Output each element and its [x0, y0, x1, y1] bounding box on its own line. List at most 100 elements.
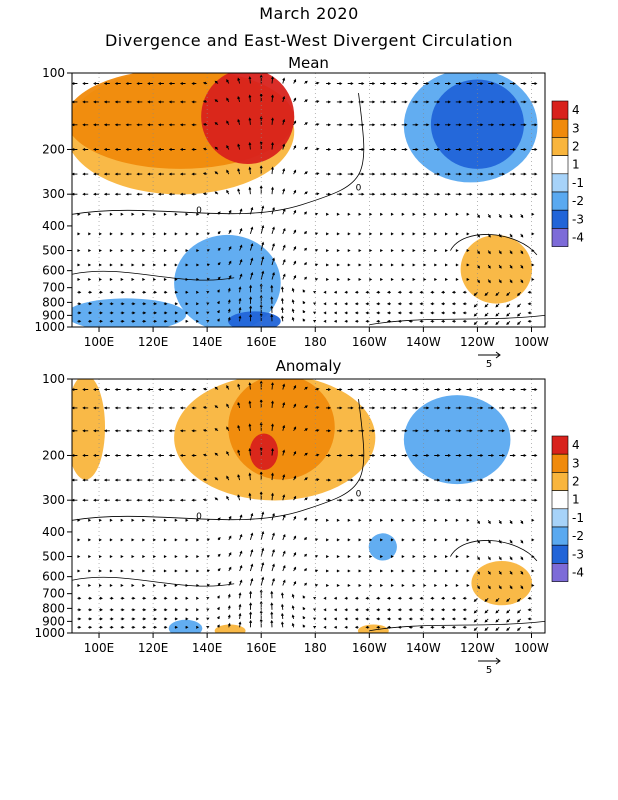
wind-vector: [302, 318, 306, 322]
wind-vector: [153, 311, 157, 315]
wind-vector: [466, 518, 470, 522]
wind-vector: [271, 472, 274, 481]
wind-vector: [466, 82, 473, 85]
wind-vector: [271, 186, 274, 195]
wind-vector: [147, 388, 154, 391]
wind-vector: [487, 250, 491, 255]
wind-vector: [473, 609, 478, 614]
wind-vector: [369, 388, 376, 391]
shaded-region: [72, 379, 106, 480]
wind-vector: [109, 617, 114, 621]
wind-vector: [131, 212, 135, 216]
wind-vector: [88, 608, 93, 612]
wind-vector: [248, 186, 252, 195]
wind-vector: [390, 406, 397, 410]
wind-vector: [520, 406, 527, 410]
wind-vector: [98, 278, 102, 281]
wind-vector: [487, 520, 491, 525]
wind-vector: [499, 429, 506, 433]
wind-vector: [390, 518, 394, 522]
wind-vector: [114, 454, 121, 457]
wind-vector: [466, 584, 470, 587]
wind-vector: [315, 192, 320, 196]
wind-vector: [531, 123, 538, 127]
wind-vector: [365, 608, 370, 612]
wind-vector: [477, 388, 484, 391]
wind-vector: [451, 319, 456, 323]
wind-vector: [423, 100, 430, 104]
wind-vector: [473, 291, 478, 296]
wind-vector: [390, 584, 394, 587]
wind-vector: [191, 100, 197, 104]
wind-vector: [401, 278, 405, 281]
wind-vector: [282, 550, 286, 557]
wind-vector: [302, 309, 306, 314]
wind-vector: [109, 584, 113, 587]
wind-vector: [179, 388, 186, 391]
wind-vector: [531, 388, 538, 391]
wind-vector: [408, 290, 413, 294]
wind-vector: [401, 100, 408, 104]
wind-vector: [248, 423, 252, 431]
wind-vector: [109, 232, 113, 236]
contour-label: 0: [356, 489, 362, 499]
wind-vector: [82, 192, 89, 196]
wind-vector: [304, 247, 308, 251]
figure-title: March 2020: [259, 4, 359, 23]
wind-vector: [206, 626, 210, 629]
legend-label: -2: [572, 529, 584, 543]
wind-vector: [238, 621, 242, 628]
wind-vector: [202, 172, 208, 176]
wind-vector: [509, 214, 513, 219]
wind-vector: [271, 117, 274, 125]
wind-vector: [379, 278, 384, 281]
wind-vector: [434, 406, 441, 410]
wind-vector: [239, 565, 243, 572]
wind-vector: [423, 249, 427, 252]
x-tick-label: 140E: [192, 641, 223, 655]
wind-vector: [441, 625, 445, 629]
contour-label: 0: [196, 512, 202, 522]
wind-vector: [249, 296, 253, 304]
wind-vector: [495, 312, 500, 317]
wind-vector: [271, 532, 275, 541]
wind-vector: [312, 302, 317, 306]
wind-vector: [451, 625, 456, 629]
wind-vector: [293, 566, 297, 572]
wind-vector: [280, 612, 284, 619]
wind-vector: [77, 302, 82, 306]
wind-vector: [315, 232, 319, 236]
wind-vector: [527, 617, 532, 621]
wind-vector: [191, 123, 197, 127]
wind-vector: [88, 625, 93, 629]
wind-vector: [98, 263, 102, 267]
wind-vector: [347, 518, 351, 522]
wind-vector: [386, 608, 391, 612]
wind-vector: [423, 192, 430, 196]
wind-vector: [270, 602, 274, 610]
wind-vector: [237, 424, 241, 431]
wind-vector: [509, 585, 513, 590]
wind-vector: [142, 290, 147, 294]
wind-vector: [520, 250, 524, 255]
wind-vector: [227, 593, 231, 599]
wind-vector: [315, 453, 320, 457]
wind-vector: [217, 289, 220, 293]
wind-vector: [336, 100, 343, 104]
wind-vector: [344, 617, 348, 621]
wind-vector: [174, 608, 179, 612]
wind-vector: [282, 494, 286, 501]
wind-vector: [466, 172, 473, 176]
zero-contour: [369, 620, 545, 632]
wind-vector: [125, 498, 132, 502]
wind-vector: [531, 278, 535, 281]
wind-vector: [506, 618, 511, 623]
wind-vector: [136, 82, 143, 85]
wind-vector: [99, 290, 103, 294]
x-tick-label: 160E: [246, 641, 277, 655]
wind-vector: [488, 100, 495, 104]
wind-vector: [354, 608, 359, 612]
wind-vector: [125, 148, 132, 151]
wind-vector: [531, 498, 538, 502]
wind-vector: [174, 302, 179, 306]
